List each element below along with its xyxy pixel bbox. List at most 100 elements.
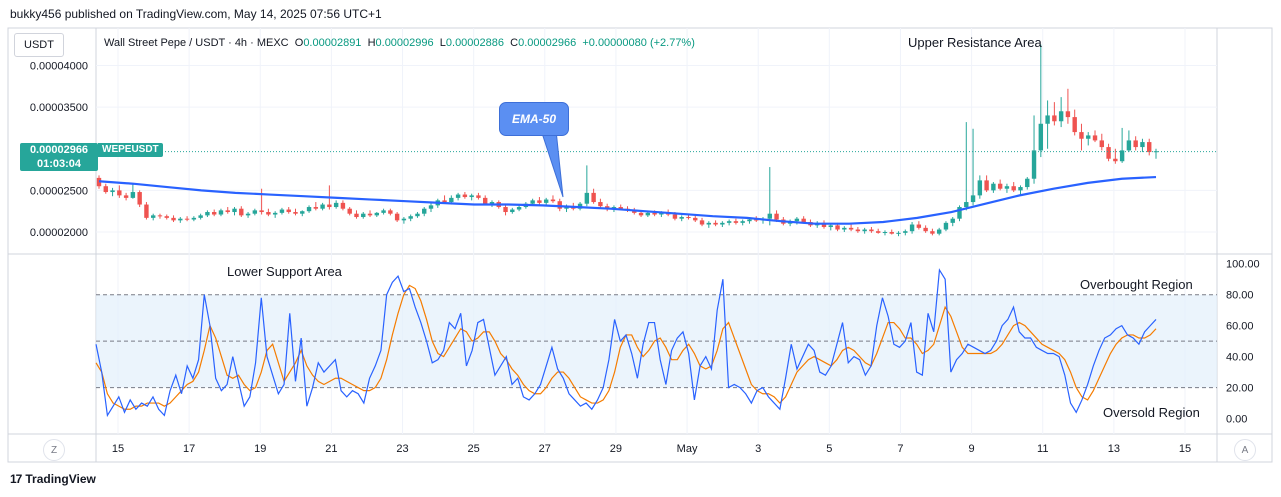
tradingview-mark-icon: 17 [10, 472, 22, 486]
candle-body [679, 217, 684, 219]
candle-body [1052, 115, 1057, 122]
candle-body [693, 217, 698, 221]
candle-body [957, 207, 962, 219]
candle-body [842, 227, 847, 230]
candle-body [333, 202, 339, 208]
candle-body [821, 222, 827, 228]
tradingview-logo[interactable]: 17 TradingView [10, 472, 96, 486]
candle-body [638, 212, 644, 216]
candle-body [530, 200, 535, 204]
candle-body [699, 220, 705, 225]
symbol-legend: Wall Street Pepe / USDT · 4h · MEXC O0.0… [104, 37, 695, 49]
candle-body [151, 215, 156, 218]
candle-body [537, 200, 542, 203]
candle-body [916, 224, 922, 228]
osc-tick-label: 100.00 [1226, 259, 1260, 271]
candle-body [1133, 140, 1138, 148]
change-value: +0.00000080 (+2.77%) [582, 37, 695, 49]
overbought-label: Overbought Region [1080, 277, 1193, 292]
x-tick-label: 21 [325, 443, 337, 455]
candle-body [361, 213, 366, 218]
candle-body [632, 210, 637, 213]
candle-body [259, 210, 264, 213]
candlestick-series [96, 44, 1159, 237]
candle-body [1147, 142, 1152, 153]
candle-body [279, 209, 285, 213]
candle-body [896, 232, 901, 234]
candle-body [394, 213, 400, 221]
candle-body [1072, 117, 1077, 133]
candle-body [1106, 147, 1111, 159]
lower-support-label: Lower Support Area [227, 264, 342, 279]
candle-body [828, 225, 833, 228]
candle-body [198, 215, 203, 218]
candle-body [449, 197, 454, 203]
candle-body [550, 199, 556, 202]
price-tick-label: 0.00004000 [30, 60, 88, 72]
ema-50-line [98, 175, 1157, 225]
candle-body [455, 194, 461, 198]
price-tick-label: 0.00002000 [30, 227, 88, 239]
candle-body [862, 229, 867, 232]
candle-body [401, 218, 407, 221]
candle-body [232, 208, 237, 213]
open-value: 0.00002891 [303, 37, 362, 49]
candle-body [943, 222, 949, 230]
candle-body [144, 204, 149, 218]
candle-body [991, 183, 996, 191]
candle-body [598, 202, 603, 207]
x-tick-label: 9 [969, 443, 975, 455]
candle-body [997, 183, 1003, 189]
x-tick-label: 15 [1179, 443, 1191, 455]
candle-body [855, 229, 861, 232]
candle-body [205, 212, 210, 216]
candle-body [1079, 132, 1084, 139]
candle-body [591, 192, 596, 203]
candle-body [1126, 140, 1132, 151]
candle-body [1065, 111, 1071, 118]
chart-frame [7, 27, 1273, 463]
candle-body [130, 192, 136, 198]
candle-body [754, 219, 759, 221]
candle-body [706, 222, 712, 225]
candle-body [320, 204, 325, 209]
osc-tick-label: 40.00 [1226, 352, 1254, 364]
z-button[interactable]: Z [43, 439, 65, 461]
high-label: H [367, 37, 376, 49]
candle-body [774, 213, 779, 220]
stoch-band [96, 294, 1217, 389]
x-tick-label: 19 [254, 443, 266, 455]
currency-button[interactable]: USDT [14, 33, 64, 57]
candle-body [245, 213, 251, 216]
candle-body [293, 212, 298, 214]
candle-body [415, 213, 420, 217]
candle-body [422, 208, 427, 214]
x-tick-label: 7 [897, 443, 903, 455]
low-label: L [439, 37, 446, 49]
candle-body [510, 209, 515, 213]
a-button[interactable]: A [1234, 439, 1256, 461]
candle-body [388, 210, 393, 214]
x-tick-label: 23 [396, 443, 408, 455]
osc-tick-label: 0.00 [1226, 414, 1247, 426]
candle-body [1058, 111, 1064, 122]
close-value: 0.00002966 [518, 37, 577, 49]
candle-body [794, 218, 800, 222]
candle-body [157, 215, 163, 217]
ema-line [98, 175, 1157, 225]
candle-body [225, 210, 230, 213]
candle-body [123, 195, 129, 198]
candle-body [381, 210, 386, 213]
x-tick-label: 15 [112, 443, 124, 455]
candle-body [964, 202, 969, 208]
candle-body [117, 190, 122, 196]
outer-border [7, 27, 1273, 463]
stoch-k-line [95, 268, 1157, 418]
candle-body [374, 212, 380, 216]
candle-body [889, 232, 894, 234]
candle-body [211, 212, 217, 215]
candle-body [713, 222, 718, 225]
candle-body [543, 199, 549, 203]
candle-body [909, 224, 915, 232]
